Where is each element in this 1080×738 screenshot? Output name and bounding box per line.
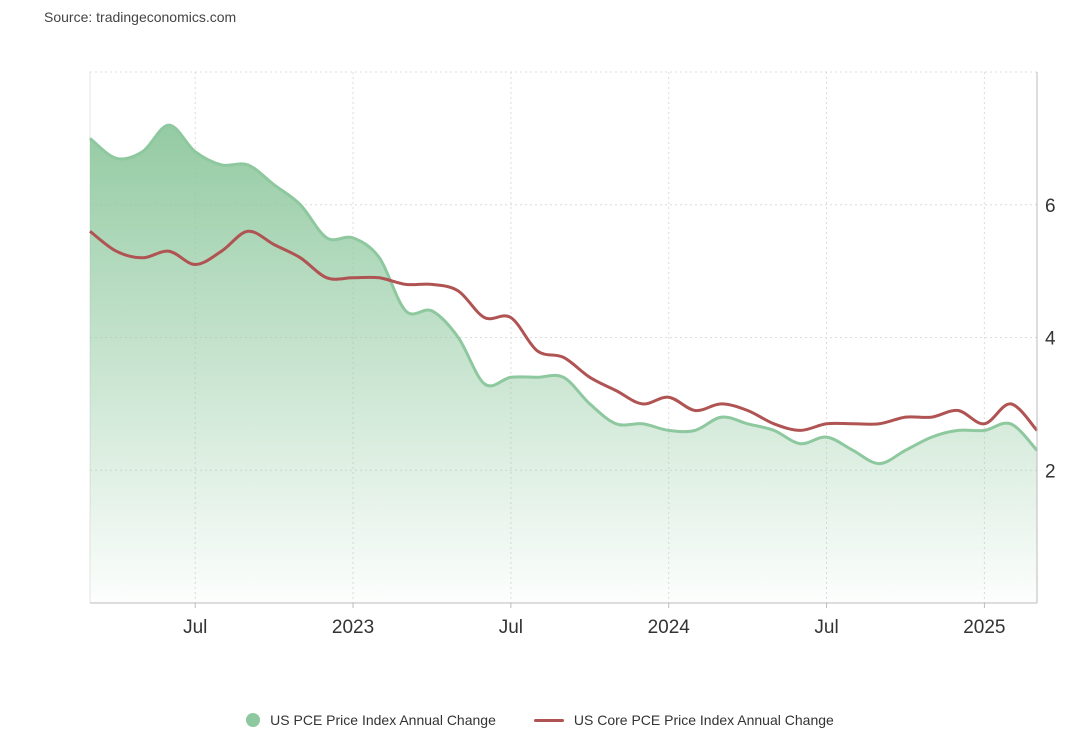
pce-point[interactable] (163, 119, 175, 131)
legend: US PCE Price Index Annual Change US Core… (0, 712, 1080, 728)
pce-point[interactable] (531, 371, 543, 383)
core-pce-point[interactable] (242, 225, 254, 237)
core-pce-point[interactable] (742, 405, 754, 417)
pce-point[interactable] (926, 431, 938, 443)
core-pce-point[interactable] (978, 418, 990, 430)
legend-label-pce: US PCE Price Index Annual Change (270, 712, 496, 728)
pce-point[interactable] (742, 418, 754, 430)
pce-point[interactable] (400, 305, 412, 317)
core-pce-point[interactable] (1005, 398, 1017, 410)
x-tick-label: 2023 (332, 617, 374, 638)
pce-point[interactable] (899, 444, 911, 456)
core-pce-point[interactable] (452, 285, 464, 297)
x-tick-label: Jul (183, 617, 207, 638)
pce-point[interactable] (821, 431, 833, 443)
pce-point[interactable] (242, 159, 254, 171)
core-pce-point[interactable] (110, 245, 122, 257)
core-pce-point[interactable] (426, 278, 438, 290)
pce-point[interactable] (426, 305, 438, 317)
pce-point[interactable] (268, 179, 280, 191)
pce-point[interactable] (715, 411, 727, 423)
pce-point[interactable] (1005, 418, 1017, 430)
core-pce-point[interactable] (268, 239, 280, 251)
legend-line-icon (533, 718, 564, 722)
x-tick-label: 2025 (963, 617, 1005, 638)
core-pce-point[interactable] (926, 411, 938, 423)
legend-item-pce[interactable]: US PCE Price Index Annual Change (246, 712, 496, 728)
core-pce-point[interactable] (84, 225, 96, 237)
pce-point[interactable] (110, 152, 122, 164)
core-pce-point[interactable] (715, 398, 727, 410)
core-pce-point[interactable] (847, 418, 859, 430)
y-tick-label: 4 (1045, 329, 1056, 350)
pce-point[interactable] (689, 424, 701, 436)
legend-item-core-pce[interactable]: US Core PCE Price Index Annual Change (533, 712, 834, 728)
pce-point[interactable] (873, 458, 885, 470)
core-pce-point[interactable] (636, 398, 648, 410)
core-pce-point[interactable] (899, 411, 911, 423)
core-pce-point[interactable] (137, 252, 149, 264)
source-label: Source: tradingeconomics.com (44, 9, 237, 25)
core-pce-point[interactable] (321, 272, 333, 284)
y-tick-label: 2 (1045, 461, 1056, 482)
pce-point[interactable] (794, 438, 806, 450)
core-pce-point[interactable] (821, 418, 833, 430)
core-pce-line-series (84, 225, 1039, 436)
axes: Jul 2023 Jul 2024 Jul 2025 2 4 6 (90, 72, 1056, 638)
pce-point[interactable] (479, 378, 491, 390)
pce-point[interactable] (952, 424, 964, 436)
core-pce-point[interactable] (689, 405, 701, 417)
core-pce-point[interactable] (163, 245, 175, 257)
pce-point[interactable] (636, 418, 648, 430)
pce-point[interactable] (347, 232, 359, 244)
core-pce-point[interactable] (400, 278, 412, 290)
core-pce-point[interactable] (294, 252, 306, 264)
core-pce-point[interactable] (952, 405, 964, 417)
pce-point[interactable] (373, 252, 385, 264)
core-pce-point[interactable] (531, 345, 543, 357)
core-pce-point[interactable] (768, 418, 780, 430)
y-tick-label: 6 (1045, 196, 1056, 217)
core-pce-point[interactable] (663, 391, 675, 403)
core-pce-line (89, 229, 1039, 432)
x-tick-label: Jul (499, 617, 523, 638)
pce-point[interactable] (216, 159, 228, 171)
pce-point[interactable] (505, 371, 517, 383)
core-pce-point[interactable] (558, 351, 570, 363)
pce-point[interactable] (558, 371, 570, 383)
core-pce-point[interactable] (189, 258, 201, 270)
pce-area-series (84, 119, 1039, 603)
pce-point[interactable] (321, 232, 333, 244)
core-pce-point[interactable] (347, 272, 359, 284)
core-pce-point[interactable] (584, 371, 596, 383)
pce-point[interactable] (847, 444, 859, 456)
core-pce-point[interactable] (794, 424, 806, 436)
core-pce-point[interactable] (479, 312, 491, 324)
pce-point[interactable] (610, 418, 622, 430)
pce-area-line (89, 123, 1039, 466)
x-tick-label: Jul (814, 617, 838, 638)
pce-point[interactable] (584, 398, 596, 410)
core-pce-point[interactable] (216, 245, 228, 257)
core-pce-point[interactable] (505, 312, 517, 324)
pce-area-fill (90, 125, 1037, 603)
pce-point[interactable] (84, 132, 96, 144)
pce-point[interactable] (294, 199, 306, 211)
x-tick-label: 2024 (648, 617, 691, 638)
core-pce-point[interactable] (610, 385, 622, 397)
pce-point[interactable] (189, 146, 201, 158)
pce-point[interactable] (452, 332, 464, 344)
legend-dot-icon (246, 713, 261, 727)
core-pce-point[interactable] (373, 272, 385, 284)
pce-point[interactable] (137, 146, 149, 158)
core-pce-point[interactable] (873, 418, 885, 430)
legend-label-core-pce: US Core PCE Price Index Annual Change (573, 712, 834, 728)
pce-point[interactable] (663, 424, 675, 436)
